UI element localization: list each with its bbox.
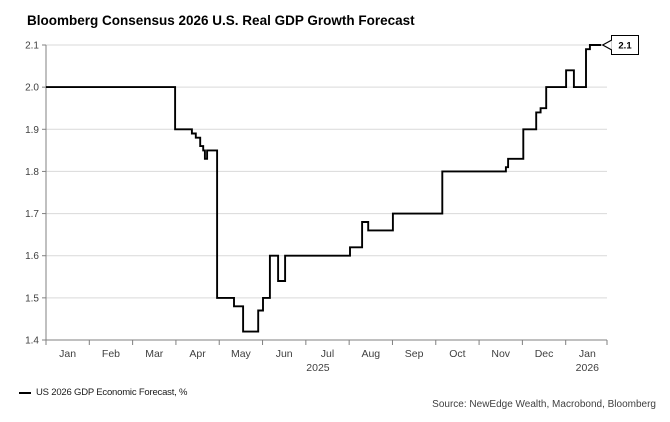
forecast-step-line — [46, 44, 602, 333]
legend-label: US 2026 GDP Economic Forecast, % — [36, 387, 188, 398]
y-tick-label: 1.4 — [25, 336, 39, 347]
y-tick-label: 1.6 — [25, 251, 39, 262]
y-tick-label: 2.0 — [25, 83, 39, 94]
y-tick-label: 1.8 — [25, 167, 39, 178]
x-month-label: Jan — [579, 348, 596, 360]
callout-value-label: 2.1 — [618, 41, 632, 52]
legend: US 2026 GDP Economic Forecast, % — [19, 387, 187, 398]
x-month-label: Apr — [189, 348, 206, 360]
y-tick-label: 1.7 — [25, 209, 39, 220]
x-month-label: May — [231, 348, 252, 360]
x-month-label: Nov — [491, 348, 510, 360]
x-month-label: Jun — [276, 348, 293, 360]
x-year-label: 2025 — [306, 362, 330, 374]
x-month-label: Jul — [321, 348, 334, 360]
legend-line-marker — [19, 391, 31, 394]
source-note: Source: NewEdge Wealth, Macrobond, Bloom… — [432, 399, 656, 410]
x-month-label: Sep — [405, 348, 424, 360]
x-month-label: Feb — [102, 348, 120, 360]
y-tick-label: 2.1 — [25, 41, 39, 52]
chart-title: Bloomberg Consensus 2026 U.S. Real GDP G… — [27, 13, 415, 28]
x-month-label: Aug — [361, 348, 380, 360]
y-tick-label: 1.9 — [25, 125, 39, 136]
x-month-label: Jan — [59, 348, 76, 360]
x-year-label: 2026 — [576, 362, 600, 374]
x-month-label: Mar — [145, 348, 164, 360]
x-month-label: Oct — [449, 348, 465, 360]
y-tick-label: 1.5 — [25, 293, 39, 304]
x-month-label: Dec — [535, 348, 554, 360]
callout-arrow-icon — [601, 39, 613, 51]
